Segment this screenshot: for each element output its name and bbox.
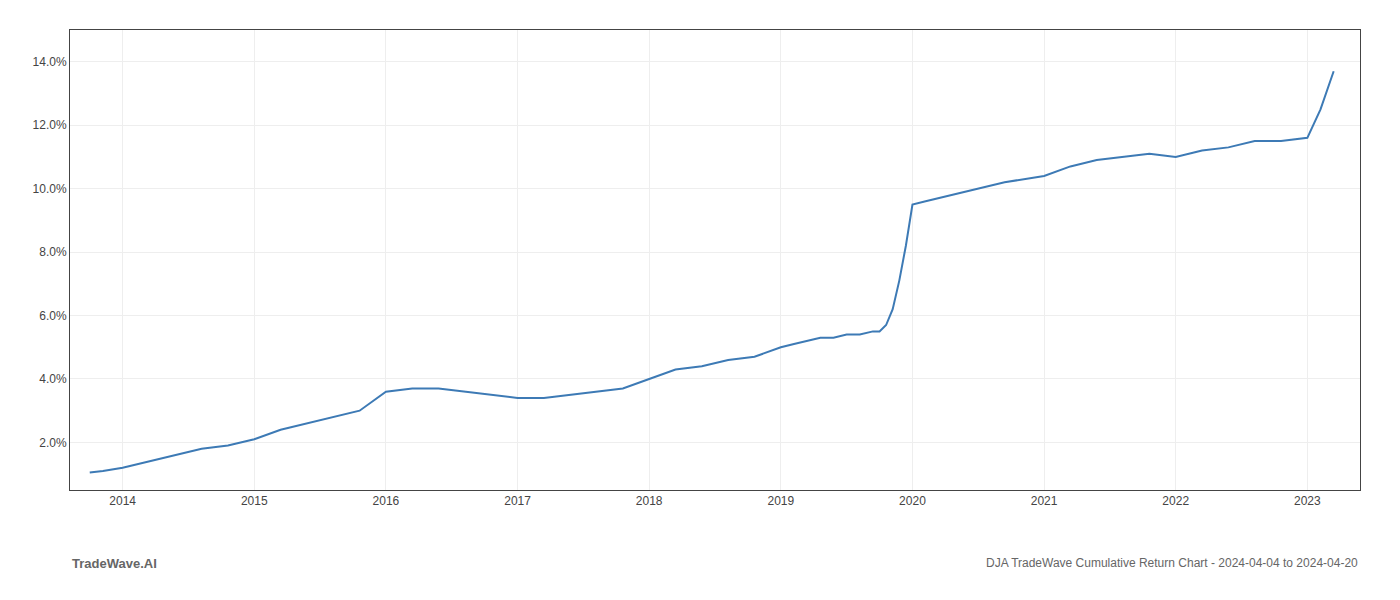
svg-text:6.0%: 6.0% [39, 309, 67, 323]
svg-text:8.0%: 8.0% [39, 245, 67, 259]
svg-text:2014: 2014 [109, 494, 136, 508]
svg-text:TradeWave.AI: TradeWave.AI [72, 556, 157, 571]
svg-text:2021: 2021 [1031, 494, 1058, 508]
svg-text:10.0%: 10.0% [33, 182, 67, 196]
svg-text:4.0%: 4.0% [39, 372, 67, 386]
svg-text:2.0%: 2.0% [39, 436, 67, 450]
svg-text:2015: 2015 [241, 494, 268, 508]
svg-text:DJA TradeWave Cumulative Retur: DJA TradeWave Cumulative Return Chart - … [986, 556, 1358, 570]
svg-text:2018: 2018 [636, 494, 663, 508]
svg-text:2017: 2017 [504, 494, 531, 508]
svg-text:2023: 2023 [1294, 494, 1321, 508]
svg-text:2016: 2016 [373, 494, 400, 508]
svg-text:2020: 2020 [899, 494, 926, 508]
svg-text:12.0%: 12.0% [33, 118, 67, 132]
svg-text:14.0%: 14.0% [33, 55, 67, 69]
svg-text:2022: 2022 [1162, 494, 1189, 508]
svg-text:2019: 2019 [767, 494, 794, 508]
